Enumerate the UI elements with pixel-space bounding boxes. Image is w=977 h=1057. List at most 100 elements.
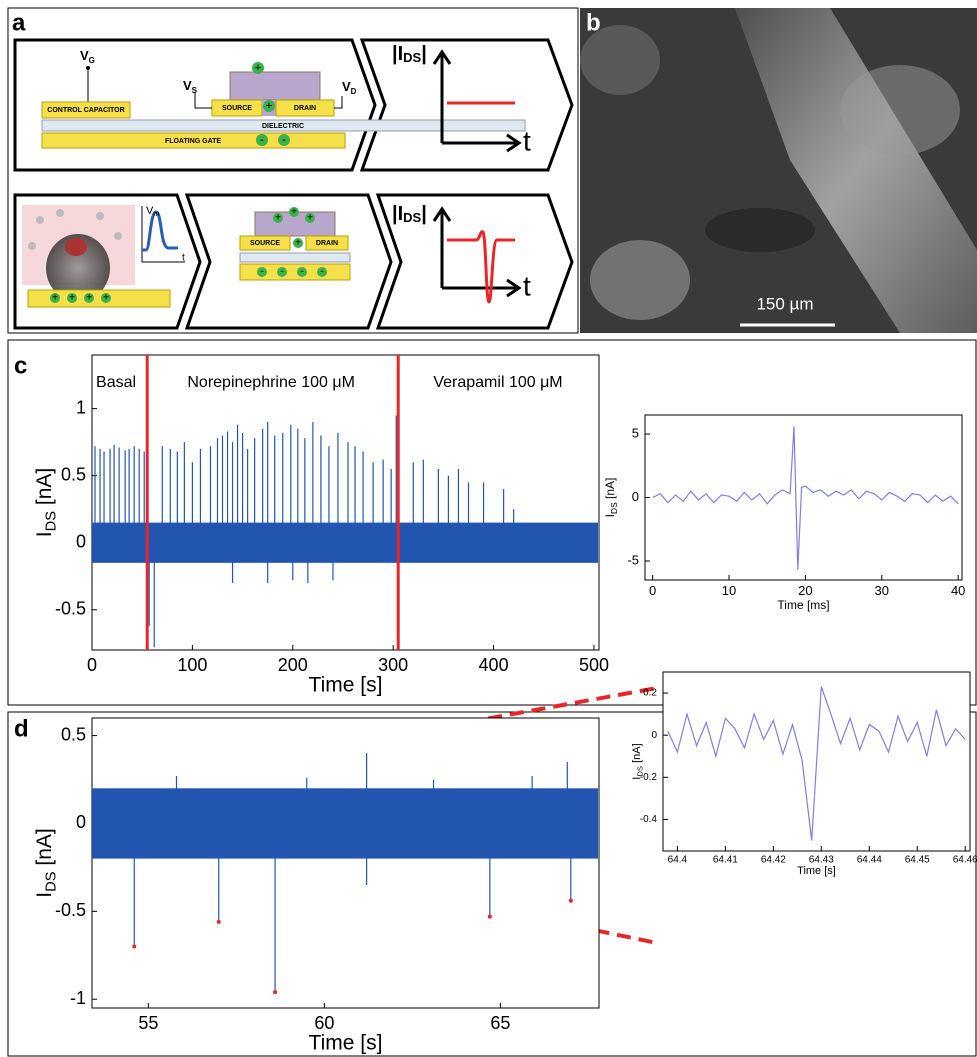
charge-sign: - [320,267,323,278]
x-tick-label: 64.44 [857,855,882,866]
vg-label: VG [80,48,95,65]
gate-block [229,71,321,101]
vs-label: VS [183,78,198,95]
x-tick-label: 64.41 [713,855,738,866]
dielectric-label: DIELECTRIC [262,123,304,130]
y-tick-label: -0.2 [640,772,658,783]
arrow [432,49,452,65]
ids-label: |IDS| [392,43,427,65]
y-tick-label: -0.4 [640,814,658,825]
annotation: Basal [96,374,136,391]
plot-area [644,414,963,581]
fiber [735,8,977,333]
chevron [375,193,574,330]
charge [257,267,267,277]
charge [252,62,264,74]
vm-curve [142,210,178,252]
x-axis-label: Time [s] [797,865,836,877]
v: V [80,48,89,63]
cell [840,65,960,155]
panel-border [7,711,977,1057]
ion [96,212,104,220]
floating-gate-label: FLOATING GATE [165,138,221,145]
y-axis-label-part: I [33,531,56,537]
wire [194,92,212,109]
panel-label: c [14,352,27,379]
x-tick-label: 30 [875,583,889,598]
drain [305,235,349,251]
charge-sign: + [255,62,261,74]
y-axis-label-part: DS [635,766,644,777]
charge-sign: - [300,267,303,278]
noise-band [92,522,598,563]
charge [273,213,283,223]
annotation: Verapamil 100 μM [433,374,562,391]
charge-sign: + [295,238,301,249]
y-axis-label: IDS [nA] [603,478,619,518]
x-axis-label: Time [s] [309,674,383,697]
trace [652,426,959,570]
charge-sign: - [282,134,286,146]
chart: c 0 100 200 300 400 500 -0.5 0 0.5 1 Time [s] IDS [n… [14,352,609,696]
sub: D [351,87,357,96]
x-axis-label: Time [s] [309,1032,383,1055]
charge [101,293,111,303]
x-tick-label: 0 [87,655,97,675]
node [86,66,90,70]
arrow [506,133,522,153]
cell [705,208,815,252]
x-tick-label: 64.42 [761,855,786,866]
y-axis-label: IDS [nA] [33,468,60,537]
x-tick-label: 64.4 [668,855,688,866]
v: V [342,79,351,94]
y-tick-label: 5 [632,425,639,440]
charge-sign: + [69,293,75,304]
spike-dot [568,898,573,903]
nucleus [65,238,87,256]
chart: d 55 60 65 -1 -0.5 0 0.5 Time [s] IDS [nA] [14,715,600,1055]
ids-label: |IDS| [392,203,427,225]
x-tick-label: 65 [490,1013,510,1033]
x-axis-label: Time [ms] [777,598,829,612]
noise-band [92,788,598,859]
sub: DS [403,210,421,225]
floating-gate [41,132,346,149]
sub: m [153,211,159,218]
spike-dot [216,919,221,924]
charge-sign: - [260,267,263,278]
y-axis-label-part: I [631,777,643,780]
cell [580,25,660,95]
dielectric [239,252,351,263]
v: V [146,205,154,217]
drain-label: DRAIN [294,105,316,112]
charge [293,238,303,248]
x-tick-label: 200 [278,655,308,675]
y-tick-label: 0 [632,489,639,504]
ion [114,232,122,240]
y-tick-label: 0.5 [61,724,86,744]
charge-sign: - [280,267,283,278]
bar: | [421,43,427,65]
vd-label: VD [342,79,357,96]
charge-sign: - [260,134,264,146]
y-tick-label: 0 [76,812,86,832]
capacitor [41,101,131,119]
charge-sign: + [103,293,109,304]
charge [305,213,315,223]
y-axis-label-part: DS [43,871,59,892]
y-axis-label-part: DS [609,502,619,514]
x-tick-label: 55 [138,1013,158,1033]
y-tick-label: 0.5 [61,464,86,484]
charge [277,267,287,277]
y-tick-label: -0.5 [55,900,86,920]
x-tick-label: 64.46 [953,855,977,866]
charge [263,100,275,112]
cell [46,234,110,302]
ion [56,209,64,217]
charge-sign: + [291,207,297,218]
panel-b: b 150 µm [580,8,977,333]
charge-sign: + [86,293,92,304]
sub: S [192,86,198,95]
y-tick-label: 1 [76,397,86,417]
source-label: SOURCE [250,240,280,247]
